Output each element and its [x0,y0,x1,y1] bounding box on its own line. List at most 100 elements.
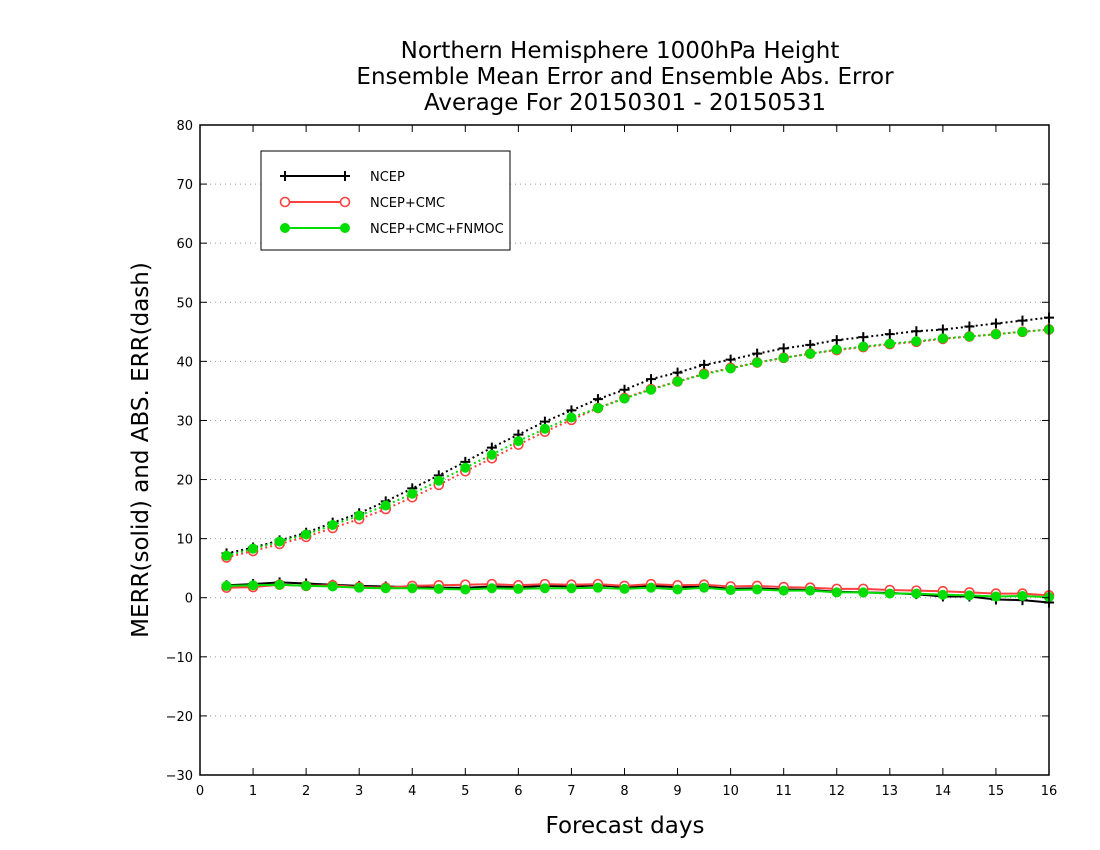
marker [539,423,550,434]
marker [354,510,365,521]
marker [566,412,577,423]
x-tick-label: 14 [935,784,952,799]
marker [858,587,869,598]
marker [937,333,948,344]
marker [1017,590,1028,601]
marker [248,543,259,554]
x-tick-label: 13 [882,784,899,799]
series-layer [221,312,1055,608]
marker [274,536,285,547]
legend-entry: NCEP [280,170,405,185]
x-tick-label: 7 [567,784,575,799]
marker [805,339,816,350]
marker [672,376,683,387]
marker [460,584,471,595]
x-tick-label: 5 [461,784,469,799]
x-axis: 0 1 2 3 4 5 6 7 8 9 10 11 12 13 14 15 16 [196,125,1057,799]
marker [884,588,895,599]
marker [619,393,630,404]
y-tick-label: 0 [185,592,193,607]
marker [752,357,763,368]
marker [884,329,895,340]
marker [340,171,350,181]
marker [646,384,657,395]
marker [513,583,524,594]
marker [699,359,710,370]
y-axis-label: MERR(solid) and ABS. ERR(dash) [128,262,154,638]
marker [339,196,351,208]
marker [592,403,603,414]
marker [858,341,869,352]
marker [672,367,683,378]
legend-box [260,150,511,251]
marker [990,318,1001,329]
marker [884,338,895,349]
marker [911,326,922,337]
y-tick-label: −30 [166,769,193,784]
y-tick-label: 60 [176,237,193,252]
marker [831,344,842,355]
x-tick-label: 11 [775,784,792,799]
marker [407,488,418,499]
marker [592,394,603,405]
title-line-3: Average For 20150301 - 20150531 [424,90,826,116]
marker [433,475,444,486]
x-tick-label: 2 [302,784,310,799]
y-tick-label: 50 [176,296,193,311]
series-ncep [221,312,1054,608]
x-tick-label: 10 [722,784,739,799]
marker [460,462,471,473]
series-ncep-cmc-fnmoc [221,324,1054,603]
marker [911,588,922,599]
marker [725,363,736,374]
marker [699,582,710,593]
chart-title: Northern Hemisphere 1000hPa Height Ensem… [356,38,894,116]
y-tick-label: 10 [176,533,193,548]
legend-label: NCEP+CMC [370,196,445,211]
marker [407,583,418,594]
x-tick-label: 12 [828,784,845,799]
marker [1017,326,1028,337]
marker [937,324,948,335]
legend-entry: NCEP+CMC+FNMOC [280,222,504,237]
y-tick-label: 30 [176,414,193,429]
legend-label: NCEP [370,170,405,185]
marker [990,591,1001,602]
marker [301,529,312,540]
title-line-1: Northern Hemisphere 1000hPa Height [401,38,840,64]
y-tick-label: −20 [166,710,193,725]
abs-err-line [226,316,1050,555]
series-ncep-cmc [221,324,1055,601]
marker [380,583,391,594]
marker [805,348,816,359]
y-axis: −30 −20 −10 0 10 20 30 40 50 60 70 80 [166,119,1049,784]
marker [778,352,789,363]
marker [486,449,497,460]
x-axis-label: Forecast days [546,813,705,839]
marker [805,585,816,596]
marker [858,332,869,343]
grid [200,183,1049,717]
x-tick-label: 8 [620,784,628,799]
marker [280,171,290,181]
marker [380,500,391,511]
abs-err-line [226,328,1050,559]
marker [778,585,789,596]
marker [646,374,657,385]
marker [221,580,232,591]
x-tick-label: 0 [196,784,204,799]
y-tick-label: 20 [176,474,193,489]
marker [964,331,975,342]
x-tick-label: 4 [408,784,416,799]
marker [280,223,290,233]
title-line-2: Ensemble Mean Error and Ensemble Abs. Er… [356,64,894,90]
marker [486,583,497,594]
marker [646,582,657,593]
marker [354,582,365,593]
y-tick-label: 40 [176,355,193,370]
marker [831,335,842,346]
marker [513,436,524,447]
x-tick-label: 15 [988,784,1005,799]
marker [778,343,789,354]
marker [672,584,683,595]
